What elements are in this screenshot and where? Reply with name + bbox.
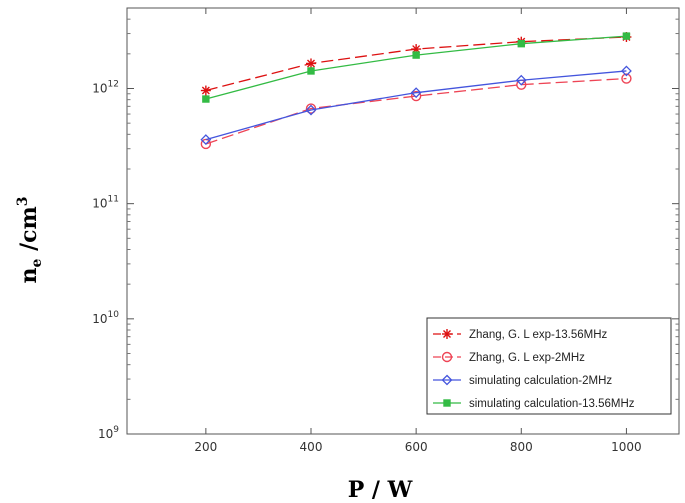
legend-entry: simulating calculation-2MHz	[433, 374, 612, 387]
legend-entry: Zhang, G. L exp-2MHz	[433, 351, 585, 364]
y-axis-title-main: n	[16, 268, 42, 284]
y-tick-base: 10	[92, 312, 107, 326]
data-point	[412, 51, 420, 59]
legend-marker	[443, 399, 451, 407]
data-point	[202, 95, 210, 103]
series-4	[202, 32, 631, 103]
legend-entry: simulating calculation-13.56MHz	[433, 398, 635, 410]
y-tick-label: 109	[98, 425, 119, 441]
y-tick-label: 1012	[92, 79, 119, 95]
data-point	[305, 103, 317, 114]
data-point	[307, 67, 315, 75]
series-line	[205, 70, 627, 141]
y-tick-base: 10	[92, 81, 107, 95]
data-point	[621, 65, 632, 77]
legend-box	[426, 317, 672, 415]
series-3	[200, 65, 632, 146]
x-tick-label: 800	[510, 440, 533, 454]
x-tick-label: 600	[405, 440, 428, 454]
data-point	[200, 85, 211, 96]
data-point	[410, 90, 422, 102]
y-axis-title-unit: /cm	[16, 206, 42, 258]
x-axis-title: P / W	[348, 477, 413, 503]
y-tick-exponent: 10	[108, 310, 120, 320]
data-point	[410, 87, 422, 99]
data-point	[622, 32, 631, 40]
y-tick-exponent: 12	[108, 79, 119, 89]
data-point	[517, 39, 525, 48]
x-tick-label: 400	[300, 440, 323, 454]
y-tick-exponent: 9	[113, 425, 119, 435]
x-tick-label: 200	[194, 440, 217, 454]
y-tick-base: 10	[98, 427, 113, 441]
data-point	[200, 134, 212, 146]
legend-label: simulating calculation-13.56MHz	[469, 398, 635, 410]
y-tick-base: 10	[92, 197, 107, 211]
x-tick-label: 1000	[611, 440, 642, 454]
legend-label: simulating calculation-2MHz	[469, 375, 612, 387]
data-point	[621, 73, 632, 84]
legend-marker	[441, 351, 453, 363]
legend-marker	[442, 329, 452, 339]
data-point	[306, 58, 316, 69]
y-tick-label: 1010	[92, 310, 119, 326]
y-axis-title-sup: 3	[15, 196, 31, 206]
series-layer	[200, 32, 632, 150]
legend: Zhang, G. L exp-13.56MHz Zhang, G. L exp-…	[426, 317, 672, 415]
y-axis-title: ne /cm3	[15, 196, 45, 283]
legend-entry: Zhang, G. L exp-13.56MHz	[433, 329, 608, 341]
y-tick-exponent: 11	[108, 195, 119, 205]
legend-marker	[441, 374, 453, 386]
data-point	[515, 74, 527, 86]
legend-label: Zhang, G. L exp-13.56MHz	[469, 329, 608, 341]
data-point	[305, 104, 317, 116]
x-axis-ticks: 200 400 600 800 1000	[194, 8, 642, 454]
y-tick-label: 1011	[92, 195, 119, 211]
y-axis-title-sub: e	[29, 259, 45, 268]
legend-label: Zhang, G. L exp-2MHz	[469, 352, 585, 364]
